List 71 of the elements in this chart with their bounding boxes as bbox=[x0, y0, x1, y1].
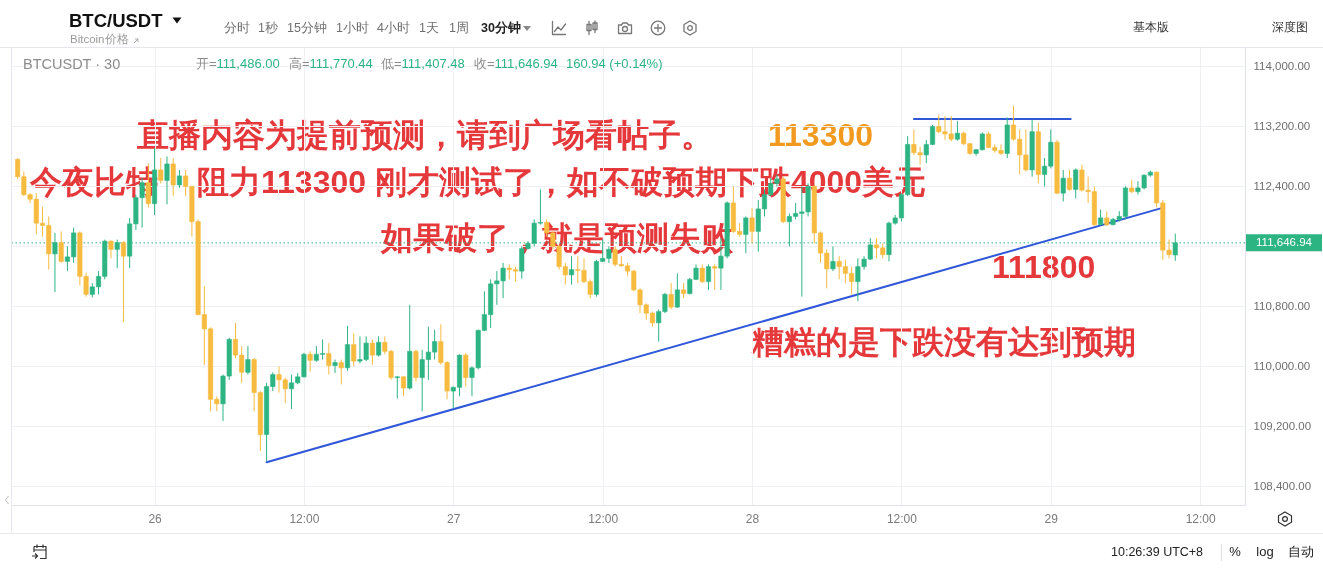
y-tick-label: 112,400.00 bbox=[1253, 179, 1311, 192]
annotation: 高=111,770.44 bbox=[289, 55, 373, 71]
candlestick bbox=[245, 345, 251, 376]
text: 1天 bbox=[419, 20, 439, 36]
y-tick-label: 110,800.00 bbox=[1253, 299, 1311, 312]
text: 1秒 bbox=[258, 20, 278, 36]
candlestick bbox=[158, 157, 164, 184]
candlestick bbox=[830, 245, 836, 272]
text: 15分钟 bbox=[287, 20, 327, 36]
candlestick bbox=[376, 335, 382, 358]
candlestick bbox=[569, 255, 575, 286]
x-tick-label: 12:00 bbox=[886, 511, 918, 526]
text: 4小时 bbox=[377, 20, 410, 36]
candlestick bbox=[52, 232, 58, 293]
candlestick bbox=[712, 263, 718, 291]
candlestick bbox=[351, 332, 357, 367]
x-tick-label: 12:00 bbox=[588, 511, 619, 526]
candlestick bbox=[954, 120, 960, 142]
annotation: 糟糕的是下跌没有达到预期 bbox=[752, 323, 1136, 361]
text: 30分钟 bbox=[481, 20, 521, 36]
candlestick bbox=[344, 325, 350, 372]
ref-line-label: 111,646.94 bbox=[1256, 235, 1313, 248]
text: % bbox=[1229, 543, 1241, 560]
x-tick-label: 12:00 bbox=[289, 511, 320, 526]
candlestick bbox=[338, 359, 344, 385]
annotation: 收=111,646.94 bbox=[474, 55, 558, 71]
y-tick-label: 109,200.00 bbox=[1253, 419, 1312, 432]
candlestick bbox=[1066, 169, 1072, 192]
candlestick bbox=[699, 263, 705, 284]
chart-title: BTC/USDT bbox=[69, 10, 163, 32]
text: 深度图 bbox=[1272, 20, 1308, 35]
annotation: 低=111,407.48 bbox=[381, 55, 465, 71]
text: 分时 bbox=[224, 20, 250, 36]
candlestick bbox=[369, 338, 375, 366]
candlestick bbox=[58, 230, 64, 264]
x-tick-label: 12:00 bbox=[1185, 511, 1217, 526]
candlestick bbox=[705, 263, 711, 291]
text: log bbox=[1256, 543, 1274, 560]
candlestick bbox=[674, 272, 680, 309]
text: 10:26:39 UTC+8 bbox=[1111, 544, 1204, 560]
candlestick bbox=[170, 157, 176, 197]
candlestick bbox=[164, 155, 170, 205]
text: 1小时 bbox=[336, 20, 369, 36]
x-tick-label: 27 bbox=[447, 511, 461, 526]
candlestick bbox=[326, 342, 332, 376]
candlestick bbox=[332, 359, 338, 374]
x-tick-label: 26 bbox=[148, 511, 163, 526]
candlestick bbox=[1060, 169, 1066, 202]
candlestick bbox=[668, 282, 674, 310]
candlestick bbox=[307, 350, 313, 373]
y-tick-label: 114,000.00 bbox=[1253, 59, 1311, 72]
candlestick bbox=[463, 352, 469, 388]
annotation: BTCUSDT · 30 bbox=[23, 55, 121, 73]
candlestick bbox=[394, 375, 400, 400]
candlestick bbox=[1073, 167, 1079, 199]
y-tick-label: 110,000.00 bbox=[1253, 359, 1311, 372]
chart-subtitle: Bitcoin价格 bbox=[70, 33, 129, 47]
candlestick bbox=[749, 207, 755, 244]
annotation: 160.94 (+0.14%) bbox=[566, 55, 663, 72]
annotation: 111800 bbox=[992, 248, 1096, 286]
candlestick bbox=[401, 375, 407, 397]
candlestick bbox=[120, 240, 126, 323]
x-tick-label: 28 bbox=[745, 511, 760, 526]
text: 基本版 bbox=[1133, 20, 1169, 35]
annotation: 开=111,486.00 bbox=[196, 55, 280, 71]
text: 自动 bbox=[1288, 543, 1314, 560]
x-tick-label: 29 bbox=[1044, 511, 1059, 526]
candlestick bbox=[1172, 233, 1178, 262]
text: 1周 bbox=[449, 20, 469, 36]
y-tick-label: 113,200.00 bbox=[1253, 119, 1311, 132]
y-tick-label: 108,400.00 bbox=[1253, 479, 1312, 492]
